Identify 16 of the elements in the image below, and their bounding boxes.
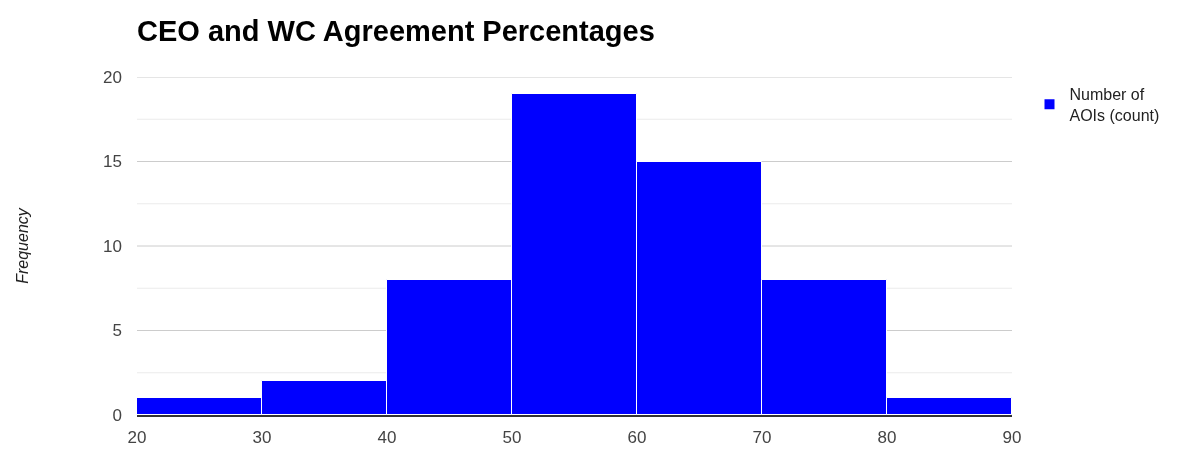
y-tick-label: 10: [103, 236, 122, 256]
y-tick-label: 0: [112, 405, 122, 425]
y-tick-label: 20: [103, 67, 122, 87]
x-tick-label: 80: [877, 428, 897, 448]
y-axis-title: Frequency: [13, 207, 31, 284]
x-tick-label: 40: [377, 428, 397, 448]
x-tick-label: 30: [252, 428, 272, 448]
y-tick-label: 5: [112, 321, 122, 341]
x-tick-label: 70: [752, 428, 772, 448]
x-tick-label: 20: [127, 428, 147, 448]
legend-label: Number of AOIs (count): [1069, 86, 1160, 124]
x-tick-label: 50: [502, 428, 522, 448]
x-tick-label: 60: [627, 428, 647, 448]
chart-title: CEO and WC Agreement Percentages: [137, 15, 655, 48]
x-tick-label: 90: [1002, 428, 1022, 448]
y-tick-label: 15: [103, 152, 122, 172]
